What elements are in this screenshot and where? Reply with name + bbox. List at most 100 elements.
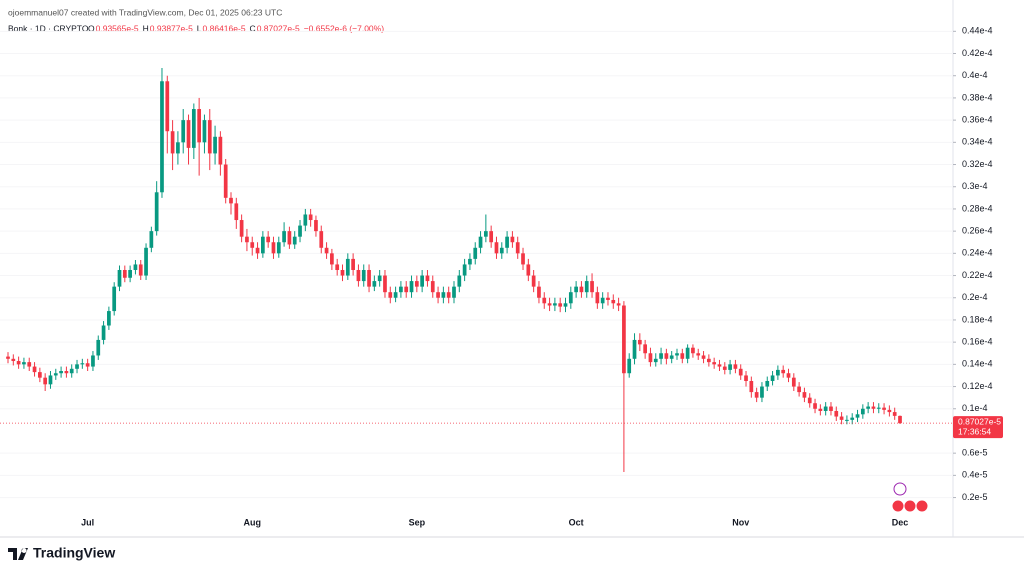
y-tick-label: 0.36e-4	[962, 114, 993, 124]
candle-body	[744, 375, 748, 382]
candle-body	[160, 81, 164, 193]
ohlc-key: H	[143, 23, 149, 33]
x-tick-label: Oct	[569, 517, 584, 527]
candle-body	[59, 371, 63, 374]
y-tick-label: 0.2e-4	[962, 292, 988, 302]
candle-body	[186, 120, 191, 148]
candle-body	[170, 131, 175, 154]
y-tick-label: 0.32e-4	[962, 159, 993, 169]
candle-body	[882, 407, 886, 410]
y-tick-label: 0.34e-4	[962, 137, 993, 147]
candle-body	[409, 281, 414, 293]
candle-body	[271, 242, 276, 254]
candle-body	[207, 120, 212, 154]
candle-body	[245, 236, 249, 243]
candle-body	[760, 386, 764, 398]
candle-body	[558, 303, 563, 307]
candle-body	[101, 325, 106, 340]
candle-body	[229, 197, 233, 204]
candle-body	[876, 407, 881, 409]
candle-body	[526, 264, 531, 276]
y-tick-label: 0.22e-4	[962, 270, 993, 280]
candle-body	[330, 253, 334, 265]
candle-body	[202, 120, 207, 143]
candle-body	[53, 373, 58, 376]
candle-body	[685, 347, 690, 359]
candle-body	[483, 231, 488, 237]
y-tick-label: 0.42e-4	[962, 48, 993, 58]
candle-body	[234, 203, 239, 221]
y-tick-label: 0.26e-4	[962, 226, 993, 236]
candle-body	[149, 231, 154, 248]
candle-body	[590, 281, 594, 293]
candle-body	[388, 292, 393, 298]
logo: TradingView	[8, 545, 115, 561]
ohlc-key: C	[250, 23, 256, 33]
candle-body	[308, 214, 313, 221]
y-tick-label: 0.16e-4	[962, 337, 993, 347]
candle-body	[393, 292, 398, 298]
candle-body	[69, 368, 74, 374]
candle-body	[96, 339, 101, 356]
icons	[891, 482, 929, 513]
candle-body	[722, 366, 727, 370]
candle-body	[489, 231, 494, 243]
candle-body	[340, 269, 345, 276]
candle-body	[632, 339, 637, 359]
candle-body	[627, 358, 632, 374]
candle-body	[643, 344, 648, 354]
x-tick-label: Jul	[81, 517, 94, 527]
candle-body	[850, 417, 855, 420]
candle-body	[255, 247, 260, 254]
ohlc-legend: O 0.93565e-5 H 0.93877e-5 L 0.86416e-5 C 0.8702…	[88, 23, 384, 33]
y-tick-label: 0.2e-5	[962, 492, 988, 502]
candle-body	[839, 416, 844, 420]
candle-body	[399, 286, 403, 293]
candle-body	[701, 355, 706, 359]
candle-body	[866, 406, 871, 409]
candle-body	[860, 408, 865, 415]
candle-body	[223, 164, 228, 198]
y-tick-label: 0.12e-4	[962, 381, 993, 391]
candle-body	[494, 242, 499, 254]
candle-body	[260, 236, 265, 254]
candle-body	[414, 281, 419, 287]
y-tick-label: 0.1e-4	[962, 403, 988, 413]
candle-body	[48, 375, 53, 385]
candle-body	[356, 269, 361, 282]
candle-body	[542, 297, 547, 304]
candle-body	[292, 236, 297, 245]
candle-body	[510, 236, 515, 243]
candle-body	[335, 264, 340, 270]
candle-body	[441, 292, 446, 298]
logo-text: TradingView	[33, 545, 115, 561]
y-tick-label: 0.38e-4	[962, 92, 993, 102]
candle-body	[85, 363, 90, 367]
event-icon	[893, 482, 907, 496]
candle-body	[818, 408, 823, 411]
candle-body	[622, 305, 626, 374]
candle-body	[420, 275, 425, 287]
candle-body	[648, 353, 653, 363]
y-tick-label: 0.4e-4	[962, 70, 988, 80]
candle-body	[462, 264, 467, 276]
candle-body	[133, 264, 138, 270]
candle-body	[765, 381, 770, 387]
candle-body	[738, 368, 743, 376]
y-tick-label: 0.24e-4	[962, 248, 993, 258]
candle-body	[128, 269, 132, 278]
candle-body	[80, 363, 85, 365]
candle-body	[154, 192, 159, 232]
symbol: Bonk · 1D · CRYPTO	[8, 23, 89, 33]
candle-body	[887, 409, 892, 413]
candle-body	[531, 275, 536, 287]
event-icon	[891, 499, 905, 513]
candle-body	[813, 403, 817, 409]
candle-body	[521, 253, 525, 265]
candle-body	[829, 406, 833, 411]
candle-body	[563, 303, 568, 307]
candle-body	[314, 220, 318, 232]
candle-body	[584, 281, 589, 293]
ohlc-value: 0.86416e-5	[203, 23, 246, 33]
event-icon	[915, 499, 929, 513]
